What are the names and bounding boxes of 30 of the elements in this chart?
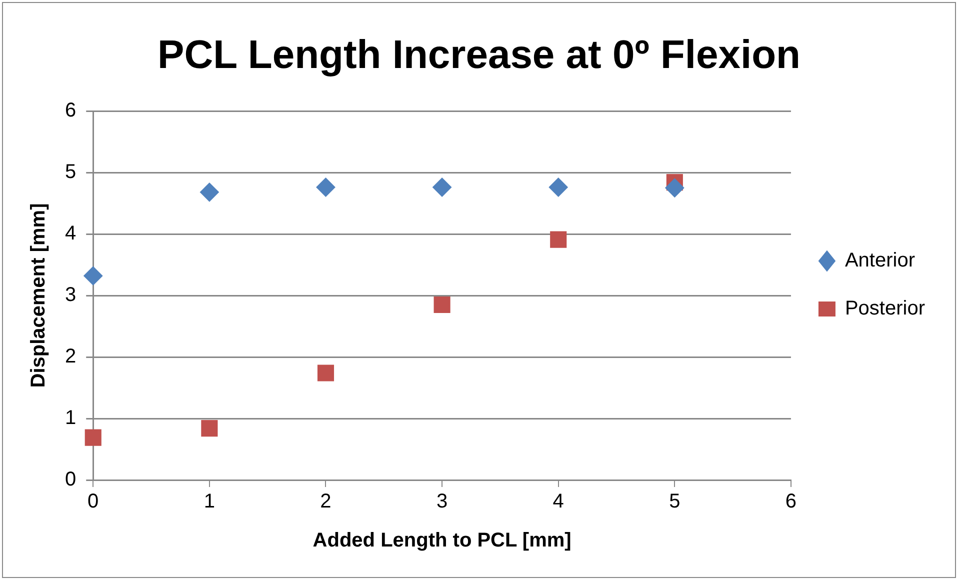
y-axis-title: Displacement [mm] bbox=[28, 203, 50, 388]
point bbox=[316, 178, 336, 197]
chart-title: PCL Length Increase at 0º Flexion bbox=[158, 33, 800, 78]
point bbox=[84, 429, 102, 446]
point bbox=[200, 182, 219, 202]
point bbox=[84, 266, 103, 286]
x-tick-label: 6 bbox=[785, 490, 797, 513]
x-tick-label: 2 bbox=[320, 490, 332, 513]
y-tick-label: 5 bbox=[65, 161, 76, 184]
x-tick-label: 1 bbox=[204, 490, 215, 513]
legend-label: Posterior bbox=[844, 298, 926, 320]
x-tick-label: 0 bbox=[88, 490, 99, 513]
point bbox=[550, 231, 567, 248]
y-tick-label: 0 bbox=[65, 468, 76, 491]
point bbox=[201, 420, 218, 437]
point bbox=[434, 296, 450, 314]
y-tick-label: 4 bbox=[65, 222, 76, 245]
point bbox=[317, 364, 334, 382]
y-tick-label: 6 bbox=[65, 100, 76, 122]
point bbox=[665, 178, 684, 198]
point bbox=[548, 178, 568, 197]
x-tick-label: 5 bbox=[669, 490, 680, 513]
y-tick-label: 3 bbox=[65, 284, 76, 306]
y-tick-label: 1 bbox=[65, 407, 76, 430]
legend-label: Anterior bbox=[844, 250, 916, 272]
point bbox=[432, 178, 452, 197]
x-tick-label: 3 bbox=[436, 490, 448, 513]
y-tick-label: 2 bbox=[65, 346, 76, 368]
x-axis-title: Added Length to PCL [mm] bbox=[312, 530, 572, 552]
x-tick-label: 4 bbox=[552, 490, 564, 513]
